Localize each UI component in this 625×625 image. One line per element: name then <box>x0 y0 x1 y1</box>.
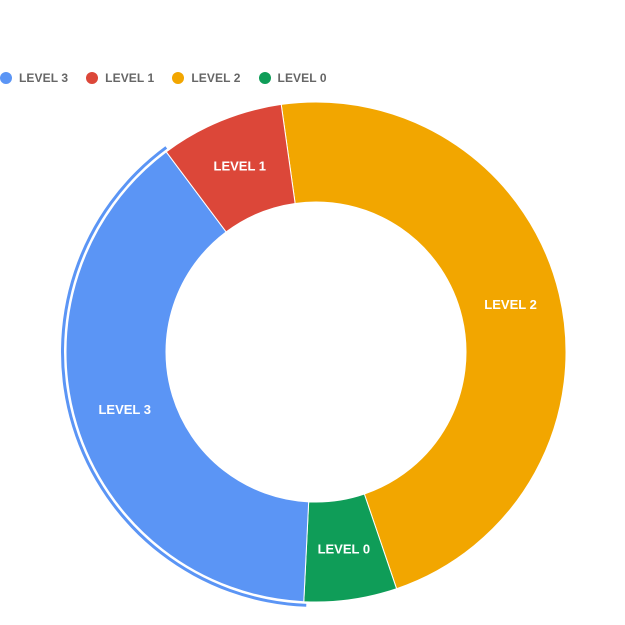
legend-label-level-2: LEVEL 2 <box>191 71 241 85</box>
slice-label-level-0: LEVEL 0 <box>318 541 371 556</box>
slice-label-level-3: LEVEL 3 <box>98 402 151 417</box>
slice-level-2[interactable] <box>280 101 567 590</box>
legend-label-level-3: LEVEL 3 <box>19 71 69 85</box>
legend-item-level-1[interactable]: LEVEL 1 <box>86 71 154 85</box>
legend-label-level-1: LEVEL 1 <box>105 71 155 85</box>
slice-level-3[interactable] <box>65 151 310 603</box>
slice-level-1[interactable] <box>165 103 296 233</box>
legend-item-level-2[interactable]: LEVEL 2 <box>172 71 240 85</box>
legend-label-level-0: LEVEL 0 <box>277 71 327 85</box>
chart-legend: LEVEL 3 LEVEL 1 LEVEL 2 LEVEL 0 <box>0 69 327 87</box>
legend-marker-level-3 <box>0 72 12 84</box>
slice-labels: LEVEL 2 LEVEL 0 LEVEL 3 LEVEL 1 <box>98 159 536 557</box>
slice-label-level-1: LEVEL 1 <box>214 159 267 174</box>
legend-marker-level-2 <box>172 72 185 84</box>
donut-slices <box>65 101 567 603</box>
slice-label-level-2: LEVEL 2 <box>484 297 537 312</box>
legend-item-level-3[interactable]: LEVEL 3 <box>0 71 68 85</box>
legend-marker-level-1 <box>86 72 99 84</box>
legend-marker-level-0 <box>258 72 271 84</box>
legend-item-level-0[interactable]: LEVEL 0 <box>258 71 327 85</box>
